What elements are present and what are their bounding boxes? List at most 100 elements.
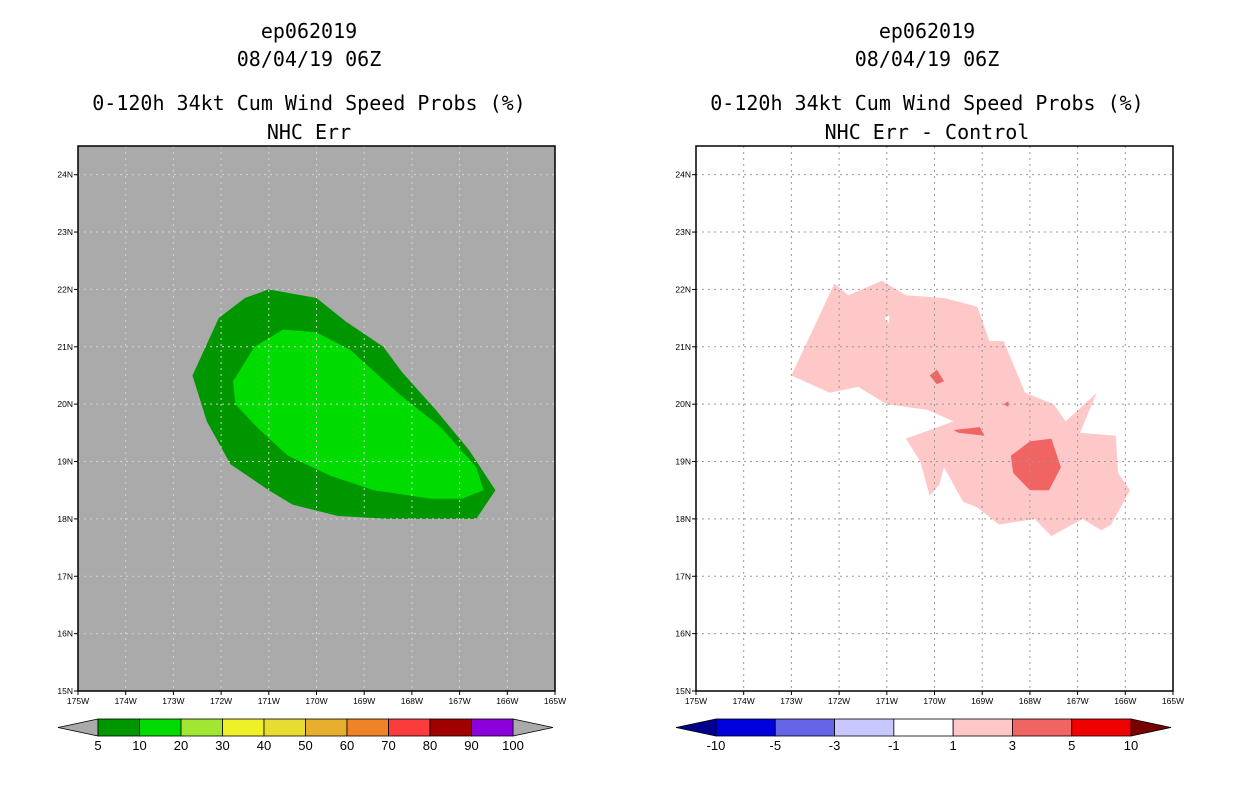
- colorbar-swatch: [834, 718, 895, 737]
- x-tick-label: 172W: [210, 696, 232, 706]
- colorbar-label: 30: [215, 738, 229, 753]
- y-tick-label: 19N: [675, 457, 691, 467]
- colorbar-label: -10: [707, 738, 726, 753]
- chart-subtitle: NHC Err - Control: [824, 120, 1030, 144]
- chart-left: 175W 174W 173W 172W 171W 170W 169W 168W 167W 166W…: [57, 145, 566, 753]
- colorbar-label: 3: [1009, 738, 1016, 753]
- contour-3-5: [953, 427, 985, 436]
- chart-subtitle: NHC Err: [266, 120, 352, 144]
- x-tick-label: 171W: [258, 696, 280, 706]
- chart-title: 0-120h 34kt Cum Wind Speed Probs (%): [92, 91, 526, 115]
- colorbar-swatch: [429, 718, 472, 737]
- y-tick-label: 16N: [57, 629, 73, 639]
- x-tick-label: 169W: [971, 696, 993, 706]
- colorbar-under-triangle: [57, 718, 99, 737]
- x-tick-label: 166W: [1114, 696, 1136, 706]
- colorbar-swatch: [180, 718, 223, 737]
- colorbar-label: 20: [174, 738, 188, 753]
- y-tick-label: 21N: [675, 342, 691, 352]
- colorbar-over-triangle: [1130, 718, 1172, 737]
- colorbar-swatch: [1012, 718, 1073, 737]
- forecast-time: 08/04/19 06Z: [854, 47, 1000, 71]
- contour-3-5: [929, 369, 944, 385]
- colorbar-label: 40: [257, 738, 271, 753]
- contour-3-5: [1010, 438, 1061, 491]
- x-tick-label: 171W: [876, 696, 898, 706]
- x-tick-label: 174W: [115, 696, 137, 706]
- colorbar-label: -3: [829, 738, 841, 753]
- y-tick-label: 24N: [57, 170, 73, 180]
- colorbar-swatch: [893, 718, 954, 737]
- x-tick-label: 173W: [162, 696, 184, 706]
- y-tick-label: 19N: [57, 457, 73, 467]
- x-tick-label: 165W: [1162, 696, 1184, 706]
- colorbar-label: 5: [94, 738, 101, 753]
- contour-10-20: [233, 329, 484, 499]
- colorbar-label: 1: [950, 738, 957, 753]
- storm-id: ep062019: [260, 19, 358, 43]
- chart-right: 175W 174W 173W 172W 171W 170W 169W 168W 167W 166W…: [675, 145, 1184, 753]
- colorbar-label: -1: [888, 738, 900, 753]
- colorbar-swatch: [222, 718, 265, 737]
- x-tick-label: 172W: [828, 696, 850, 706]
- x-tick-label: 175W: [685, 696, 707, 706]
- colorbar-label: -5: [770, 738, 782, 753]
- storm-id: ep062019: [878, 19, 976, 43]
- y-tick-label: 17N: [675, 571, 691, 581]
- colorbar-swatch: [715, 718, 776, 737]
- colorbar-swatch: [305, 718, 348, 737]
- colorbar-swatch: [263, 718, 306, 737]
- y-tick-label: 23N: [675, 227, 691, 237]
- colorbar-label: 10: [1124, 738, 1138, 753]
- colorbar-swatch: [952, 718, 1013, 737]
- y-tick-label: 23N: [57, 227, 73, 237]
- panel-left: ep062019 08/04/19 06Z 0-120h 34kt Cum Wi…: [57, 19, 566, 753]
- x-tick-label: 173W: [780, 696, 802, 706]
- colorbar-over-triangle: [512, 718, 554, 737]
- x-tick-label: 168W: [1019, 696, 1041, 706]
- y-tick-label: 20N: [675, 399, 691, 409]
- colorbar-label: 100: [502, 738, 524, 753]
- colorbar-swatch: [1071, 718, 1132, 737]
- y-tick-label: 15N: [57, 686, 73, 696]
- y-tick-label: 17N: [57, 571, 73, 581]
- colorbar-label: 90: [464, 738, 478, 753]
- colorbar-swatch: [388, 718, 431, 737]
- x-tick-label: 166W: [496, 696, 518, 706]
- y-tick-label: 24N: [675, 170, 691, 180]
- x-tick-label: 174W: [733, 696, 755, 706]
- x-tick-label: 167W: [448, 696, 470, 706]
- x-tick-label: 170W: [923, 696, 945, 706]
- y-tick-label: 22N: [57, 284, 73, 294]
- x-tick-label: 175W: [67, 696, 89, 706]
- x-tick-label: 167W: [1066, 696, 1088, 706]
- colorbar-swatch: [774, 718, 835, 737]
- contour-3-5: [1003, 401, 1009, 407]
- colorbar-swatch: [97, 718, 140, 737]
- x-tick-label: 165W: [544, 696, 566, 706]
- x-tick-label: 170W: [305, 696, 327, 706]
- colorbar-under-triangle: [675, 718, 717, 737]
- colorbar-swatch: [139, 718, 182, 737]
- y-tick-label: 16N: [675, 629, 691, 639]
- colorbar-label: 10: [132, 738, 146, 753]
- colorbar-swatch: [471, 718, 514, 737]
- colorbar-label: 80: [423, 738, 437, 753]
- colorbar-swatch: [346, 718, 389, 737]
- chart-title: 0-120h 34kt Cum Wind Speed Probs (%): [710, 91, 1144, 115]
- y-tick-label: 18N: [675, 514, 691, 524]
- y-tick-label: 20N: [57, 399, 73, 409]
- x-tick-label: 168W: [401, 696, 423, 706]
- y-tick-label: 15N: [675, 686, 691, 696]
- y-tick-label: 21N: [57, 342, 73, 352]
- y-tick-label: 18N: [57, 514, 73, 524]
- colorbar-label: 60: [340, 738, 354, 753]
- forecast-time: 08/04/19 06Z: [236, 47, 382, 71]
- x-tick-label: 169W: [353, 696, 375, 706]
- y-tick-label: 22N: [675, 284, 691, 294]
- panel-right: ep062019 08/04/19 06Z 0-120h 34kt Cum Wi…: [618, 0, 1236, 800]
- colorbar-label: 50: [298, 738, 312, 753]
- colorbar-label: 70: [381, 738, 395, 753]
- contour-1-3-hole: [884, 315, 890, 324]
- colorbar-label: 5: [1068, 738, 1075, 753]
